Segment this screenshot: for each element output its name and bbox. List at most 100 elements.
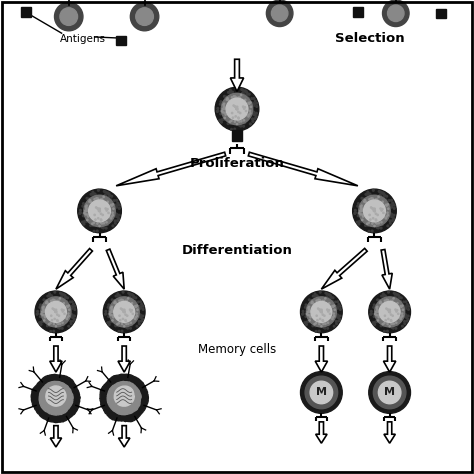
Circle shape [57, 319, 58, 321]
Circle shape [46, 325, 48, 327]
Circle shape [130, 2, 159, 31]
Circle shape [384, 300, 385, 301]
Circle shape [119, 296, 121, 298]
Circle shape [43, 311, 44, 313]
Circle shape [406, 317, 408, 319]
Circle shape [363, 216, 364, 217]
Circle shape [332, 305, 333, 307]
Circle shape [55, 311, 56, 312]
Circle shape [44, 310, 45, 312]
Circle shape [256, 102, 257, 104]
Circle shape [113, 300, 115, 301]
Circle shape [60, 296, 62, 298]
Circle shape [130, 328, 131, 329]
Circle shape [308, 310, 310, 311]
Circle shape [398, 295, 400, 296]
Circle shape [85, 214, 86, 215]
Circle shape [110, 199, 112, 201]
Circle shape [119, 315, 120, 316]
Circle shape [95, 219, 96, 220]
Circle shape [389, 311, 390, 312]
FancyArrow shape [321, 248, 367, 289]
Circle shape [114, 302, 115, 303]
Circle shape [255, 112, 257, 114]
Circle shape [44, 315, 45, 316]
Circle shape [223, 118, 225, 119]
Circle shape [387, 215, 389, 216]
Circle shape [92, 191, 94, 193]
Circle shape [79, 212, 81, 214]
Circle shape [224, 117, 226, 118]
Circle shape [118, 322, 119, 324]
Circle shape [398, 317, 400, 319]
Circle shape [66, 305, 68, 307]
Circle shape [236, 108, 237, 109]
Circle shape [393, 292, 395, 294]
Circle shape [109, 313, 110, 315]
Circle shape [43, 299, 45, 301]
Circle shape [404, 323, 406, 325]
Circle shape [116, 200, 118, 201]
Circle shape [337, 314, 338, 316]
Circle shape [82, 203, 84, 204]
Circle shape [220, 113, 222, 115]
Circle shape [374, 313, 376, 315]
Circle shape [73, 315, 75, 317]
Circle shape [373, 208, 374, 210]
Circle shape [378, 196, 379, 198]
Circle shape [64, 317, 66, 319]
Circle shape [94, 193, 96, 195]
Circle shape [406, 320, 408, 322]
Circle shape [392, 219, 393, 221]
Circle shape [108, 304, 109, 306]
Circle shape [243, 106, 244, 107]
Circle shape [393, 298, 394, 299]
Circle shape [114, 204, 116, 206]
Circle shape [90, 193, 92, 195]
Circle shape [136, 313, 137, 314]
Circle shape [379, 194, 381, 196]
Circle shape [364, 201, 365, 202]
Circle shape [379, 302, 381, 303]
Polygon shape [100, 374, 148, 422]
Circle shape [367, 193, 369, 195]
Circle shape [304, 322, 306, 323]
Circle shape [337, 317, 339, 319]
Circle shape [302, 313, 303, 315]
Circle shape [221, 93, 253, 125]
Circle shape [380, 208, 381, 209]
Circle shape [316, 300, 317, 301]
Circle shape [124, 326, 125, 327]
Circle shape [320, 311, 321, 312]
Circle shape [117, 295, 118, 297]
Circle shape [305, 313, 307, 315]
Circle shape [253, 104, 255, 106]
Circle shape [67, 317, 68, 318]
Circle shape [231, 120, 232, 121]
Circle shape [100, 199, 101, 200]
Circle shape [243, 93, 244, 95]
Circle shape [383, 196, 385, 198]
Circle shape [332, 317, 334, 318]
Circle shape [400, 305, 401, 307]
Circle shape [118, 330, 120, 332]
Circle shape [402, 315, 403, 317]
Circle shape [115, 213, 117, 215]
Circle shape [365, 201, 366, 202]
Circle shape [244, 107, 246, 108]
Circle shape [405, 308, 407, 309]
Circle shape [115, 325, 117, 327]
Circle shape [248, 102, 249, 104]
Circle shape [383, 0, 409, 27]
Circle shape [359, 220, 361, 222]
Circle shape [367, 225, 369, 226]
Circle shape [368, 230, 370, 232]
Circle shape [96, 230, 98, 232]
Circle shape [393, 323, 394, 324]
Circle shape [54, 309, 55, 310]
Circle shape [308, 321, 310, 322]
Circle shape [93, 222, 95, 223]
Circle shape [379, 301, 400, 322]
Circle shape [401, 297, 402, 299]
Circle shape [324, 315, 325, 316]
